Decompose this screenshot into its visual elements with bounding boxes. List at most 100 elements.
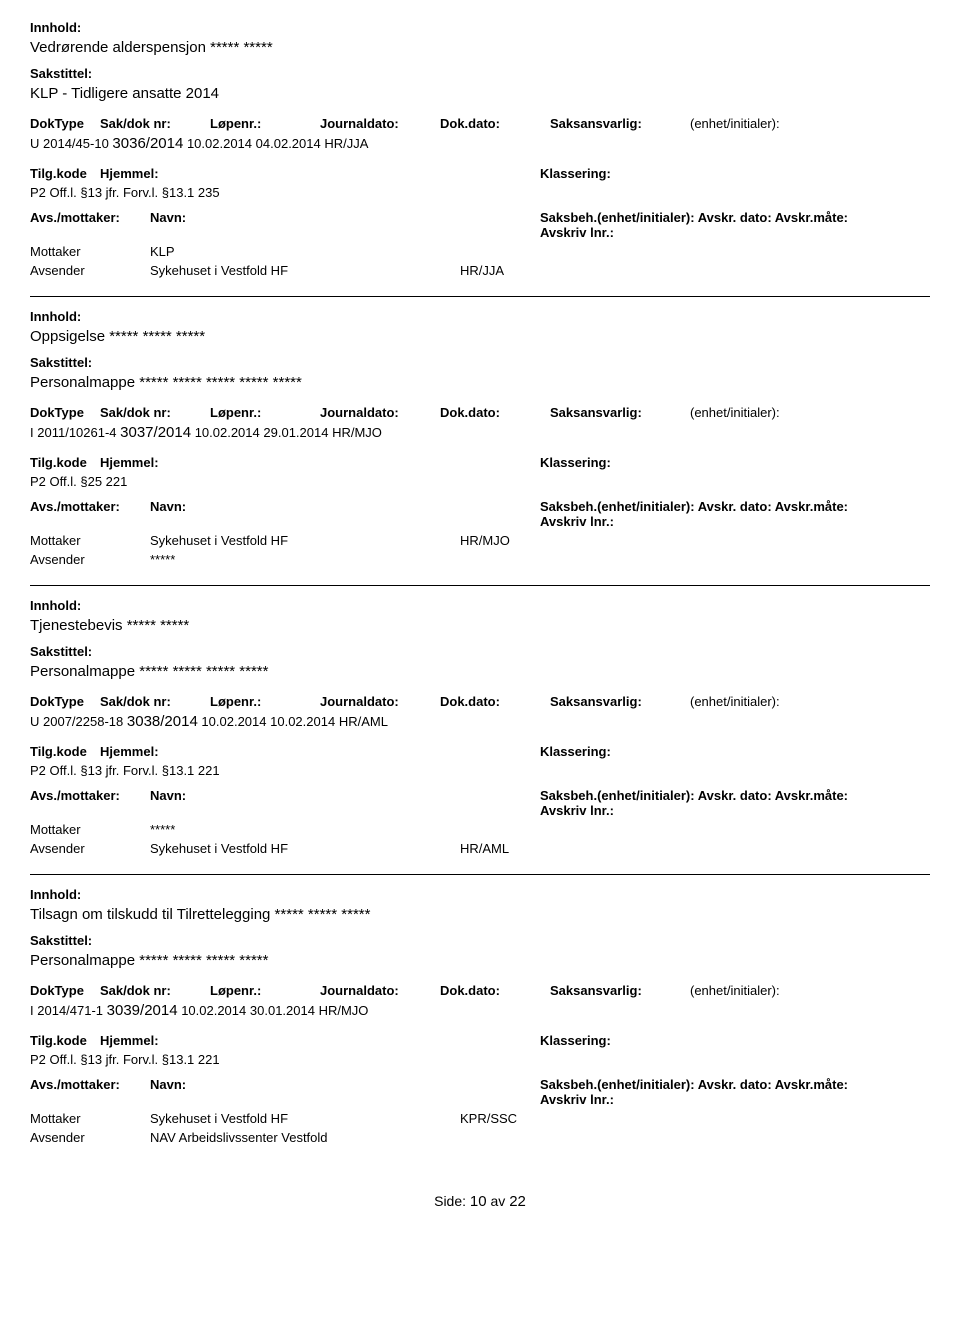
sakdok-value: 2011/10261-4 [37, 425, 116, 440]
mottaker-navn: KLP [150, 244, 460, 259]
klassering-label: Klassering: [540, 166, 840, 181]
innhold-value: Oppsigelse ***** ***** ***** [30, 328, 930, 345]
mottaker-navn: ***** [150, 822, 460, 837]
journal-record: Innhold: Oppsigelse ***** ***** ***** Sa… [30, 309, 930, 586]
saksansvarlig-value: HR/MJO [332, 425, 382, 440]
avsmottaker-label: Avs./mottaker: [30, 1077, 150, 1092]
saksansvarlig-value: HR/JJA [324, 136, 368, 151]
hjemmel-label: Hjemmel: [100, 455, 540, 470]
saksbeh-label: Saksbeh.(enhet/initialer): Avskr. dato: … [540, 499, 860, 529]
lopnr-value: 3037/2014 [120, 424, 191, 441]
sakstittel-value: Personalmappe ***** ***** ***** ***** [30, 663, 930, 680]
journaldato-value: 10.02.2014 [187, 136, 252, 151]
navn-label: Navn: [150, 1077, 540, 1092]
saksbeh-label: Saksbeh.(enhet/initialer): Avskr. dato: … [540, 1077, 860, 1107]
sakstittel-label: Sakstittel: [30, 644, 930, 659]
doktype-label: DokType [30, 694, 100, 709]
dokdato-value: 10.02.2014 [270, 714, 335, 729]
av-label: av [491, 1193, 506, 1209]
journaldato-label: Journaldato: [320, 405, 440, 420]
mottaker-saksbeh [460, 244, 780, 259]
tilgkode-value: P2 [30, 474, 46, 489]
avsender-label: Avsender [30, 263, 150, 278]
doktype-value: I [30, 1003, 34, 1018]
tilgkode-value: P2 [30, 185, 46, 200]
sakdok-label: Sak/dok nr: [100, 694, 210, 709]
avsender-navn: NAV Arbeidslivssenter Vestfold [150, 1130, 460, 1145]
innhold-label: Innhold: [30, 887, 930, 902]
dokdato-label: Dok.dato: [440, 116, 550, 131]
mottaker-label: Mottaker [30, 533, 150, 548]
enhet-label: (enhet/initialer): [690, 116, 850, 131]
dokdato-label: Dok.dato: [440, 405, 550, 420]
navn-label: Navn: [150, 210, 540, 225]
saksansvarlig-label: Saksansvarlig: [550, 694, 690, 709]
saksansvarlig-label: Saksansvarlig: [550, 983, 690, 998]
innhold-label: Innhold: [30, 598, 930, 613]
saksansvarlig-label: Saksansvarlig: [550, 116, 690, 131]
doktype-value: U [30, 714, 39, 729]
klassering-value: 221 [106, 474, 128, 489]
tilgkode-label: Tilg.kode [30, 455, 100, 470]
sakstittel-value: Personalmappe ***** ***** ***** ***** [30, 952, 930, 969]
tilgkode-label: Tilg.kode [30, 744, 100, 759]
hjemmel-value: Off.l. §13 jfr. Forv.l. §13.1 [50, 763, 195, 778]
journal-record: Innhold: Tilsagn om tilskudd til Tilrett… [30, 887, 930, 1163]
doktype-label: DokType [30, 983, 100, 998]
hjemmel-label: Hjemmel: [100, 1033, 540, 1048]
innhold-value: Vedrørende alderspensjon ***** ***** [30, 39, 930, 56]
journaldato-label: Journaldato: [320, 983, 440, 998]
avsender-navn: ***** [150, 552, 460, 567]
mottaker-saksbeh [460, 822, 780, 837]
sakdok-value: 2007/2258-18 [43, 714, 123, 729]
journal-record: Innhold: Tjenestebevis ***** ***** Sakst… [30, 598, 930, 875]
tilgkode-label: Tilg.kode [30, 1033, 100, 1048]
page-current: 10 [470, 1193, 487, 1210]
sakdok-value: 2014/471-1 [37, 1003, 103, 1018]
mottaker-label: Mottaker [30, 822, 150, 837]
dokdato-label: Dok.dato: [440, 694, 550, 709]
avsmottaker-label: Avs./mottaker: [30, 788, 150, 803]
sakdok-value: 2014/45-10 [43, 136, 109, 151]
lopnr-label: Løpenr.: [210, 694, 320, 709]
dokdato-value: 30.01.2014 [250, 1003, 315, 1018]
hjemmel-label: Hjemmel: [100, 744, 540, 759]
journaldato-value: 10.02.2014 [181, 1003, 246, 1018]
journaldato-value: 10.02.2014 [195, 425, 260, 440]
hjemmel-value: Off.l. §13 jfr. Forv.l. §13.1 [50, 1052, 195, 1067]
avsender-saksbeh [460, 552, 780, 567]
avsender-label: Avsender [30, 841, 150, 856]
avsender-navn: Sykehuset i Vestfold HF [150, 841, 460, 856]
avsmottaker-label: Avs./mottaker: [30, 499, 150, 514]
avsmottaker-label: Avs./mottaker: [30, 210, 150, 225]
avsender-navn: Sykehuset i Vestfold HF [150, 263, 460, 278]
dokdato-label: Dok.dato: [440, 983, 550, 998]
hjemmel-value: Off.l. §25 [50, 474, 103, 489]
tilgkode-value: P2 [30, 1052, 46, 1067]
journal-record: Innhold: Vedrørende alderspensjon ***** … [30, 20, 930, 297]
lopnr-value: 3036/2014 [112, 135, 183, 152]
saksbeh-label: Saksbeh.(enhet/initialer): Avskr. dato: … [540, 210, 860, 240]
mottaker-label: Mottaker [30, 244, 150, 259]
mottaker-navn: Sykehuset i Vestfold HF [150, 1111, 460, 1126]
sakstittel-value: Personalmappe ***** ***** ***** ***** **… [30, 374, 930, 391]
doktype-label: DokType [30, 405, 100, 420]
klassering-value: 221 [198, 763, 220, 778]
journaldato-label: Journaldato: [320, 694, 440, 709]
sakdok-label: Sak/dok nr: [100, 116, 210, 131]
hjemmel-value: Off.l. §13 jfr. Forv.l. §13.1 [50, 185, 195, 200]
doktype-value: I [30, 425, 34, 440]
saksansvarlig-value: HR/AML [339, 714, 388, 729]
innhold-value: Tjenestebevis ***** ***** [30, 617, 930, 634]
avsender-saksbeh: HR/JJA [460, 263, 780, 278]
avsender-saksbeh: HR/AML [460, 841, 780, 856]
sakstittel-label: Sakstittel: [30, 933, 930, 948]
saksansvarlig-value: HR/MJO [319, 1003, 369, 1018]
avsender-label: Avsender [30, 1130, 150, 1145]
saksansvarlig-label: Saksansvarlig: [550, 405, 690, 420]
journaldato-label: Journaldato: [320, 116, 440, 131]
sakstittel-value: KLP - Tidligere ansatte 2014 [30, 85, 930, 102]
klassering-label: Klassering: [540, 455, 840, 470]
saksbeh-label: Saksbeh.(enhet/initialer): Avskr. dato: … [540, 788, 860, 818]
page-total: 22 [509, 1193, 526, 1210]
